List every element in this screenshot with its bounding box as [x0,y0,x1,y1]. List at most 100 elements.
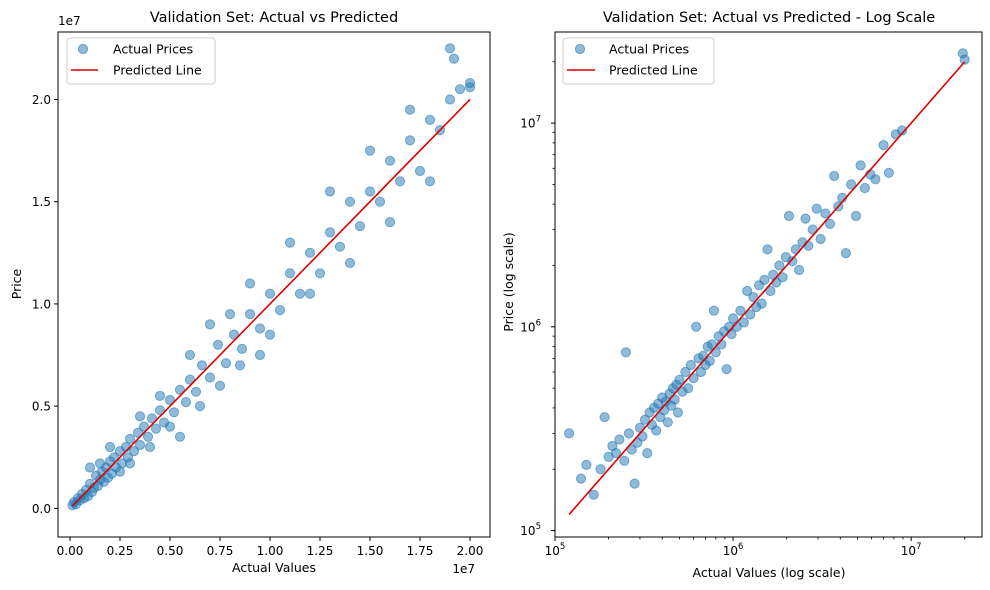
scatter-point [150,423,162,434]
scatter-point [168,407,180,418]
x-tick-label: 0.75 [207,544,234,558]
scatter-point [274,305,286,316]
scatter-point [234,360,246,371]
scatter-point [196,360,208,371]
scatter-point [84,462,96,473]
x-tick-label: 106 [723,542,744,558]
scatter-point [344,257,356,269]
x-tick-label: 0.00 [57,544,84,558]
scatter-point [364,145,376,156]
scatter-point [829,170,840,182]
scatter-point [236,343,248,354]
scatter-point [634,422,646,433]
scatter-point [334,241,346,252]
scatter-point [464,82,476,93]
scatter-point [619,455,630,466]
x-axis-label: Actual Values (log scale) [693,565,846,580]
scatter-point [364,186,376,197]
scatter-point [878,140,889,151]
scatter-point [384,155,396,166]
scatter-point [620,347,632,358]
chart-title: Validation Set: Actual vs Predicted - Lo… [603,10,935,26]
scatter-point [850,210,862,222]
x-axis-offset-text: 1e7 [452,562,475,576]
y-tick-label: 1.5 [32,195,51,209]
scatter-point [424,114,436,126]
scatter-point [599,412,610,423]
scatter-point [683,383,694,394]
scatter-point [680,366,691,378]
scatter-point [855,160,866,171]
scatter-point [144,441,156,453]
scatter-point [610,448,622,459]
scatter-point [284,268,296,279]
scatter-point [324,227,336,238]
x-tick-label: 105 [545,542,566,558]
scatter-point [214,380,226,391]
scatter-point [444,94,456,105]
scatter-point [164,394,176,406]
scatter-point [639,414,651,425]
scatter-point [765,285,776,297]
y-axis-label: Price (log scale) [501,232,516,331]
scatter-point [859,182,871,194]
scatter-point [685,359,697,371]
x-axis-label: Actual Values [232,560,316,575]
scatter-point [128,446,140,457]
plot-area-frame [554,31,983,538]
scatter-point [314,268,326,279]
scatter-point [662,417,673,428]
scatter-point [94,458,106,469]
x-tick-label: 0.25 [107,544,134,558]
scatter-point [304,247,316,258]
scatter-point [777,272,788,283]
scatter-point [564,428,575,439]
legend-box [66,37,216,85]
scatter-point [444,43,456,54]
log-scale-panel: Validation Set: Actual vs Predicted - Lo… [501,10,983,580]
scatter-point [224,309,236,320]
scatter-point [244,309,256,320]
scatter-point [220,358,232,369]
x-tick-label: 1.75 [407,544,434,558]
scatter-point [404,104,416,115]
scatter-point [581,459,592,470]
scatter-point [745,309,756,320]
y-tick-label: 2.0 [32,93,51,107]
scatter-point [626,444,637,455]
scatter-point [190,386,202,397]
scatter-point [114,466,126,477]
scatter-point [623,428,635,439]
scatter-point [324,186,336,197]
legend: Actual Prices Predicted Line [562,37,715,85]
scatter-point [883,167,895,178]
scatter-point [108,452,120,463]
scatter-point [824,218,836,229]
scatter-point [354,221,366,232]
scatter-point [575,473,587,484]
scatter-point [674,374,685,385]
scatter-point [154,390,166,401]
chart-title: Validation Set: Actual vs Predicted [150,10,398,26]
scatter-point [134,439,146,451]
legend-box [562,37,715,85]
scatter-point [384,217,396,228]
predicted-line [71,98,471,507]
scatter-point [820,208,831,219]
scatter-point [184,374,196,385]
scatter-point [154,405,166,416]
scatter-point [762,244,773,255]
scatter-point [691,321,702,332]
x-tick-label: 1.25 [307,544,334,558]
scatter-point [404,135,416,146]
scatter-point [735,305,746,316]
scatter-point [800,213,811,224]
scatter-point [704,355,715,367]
scatter-point [774,260,785,271]
legend: Actual Prices Predicted Line [66,37,216,85]
scatter-point [138,421,150,432]
legend-label-predicted-line: Predicted Line [609,63,698,78]
scatter-point [794,264,805,276]
scatter-point [959,54,970,65]
